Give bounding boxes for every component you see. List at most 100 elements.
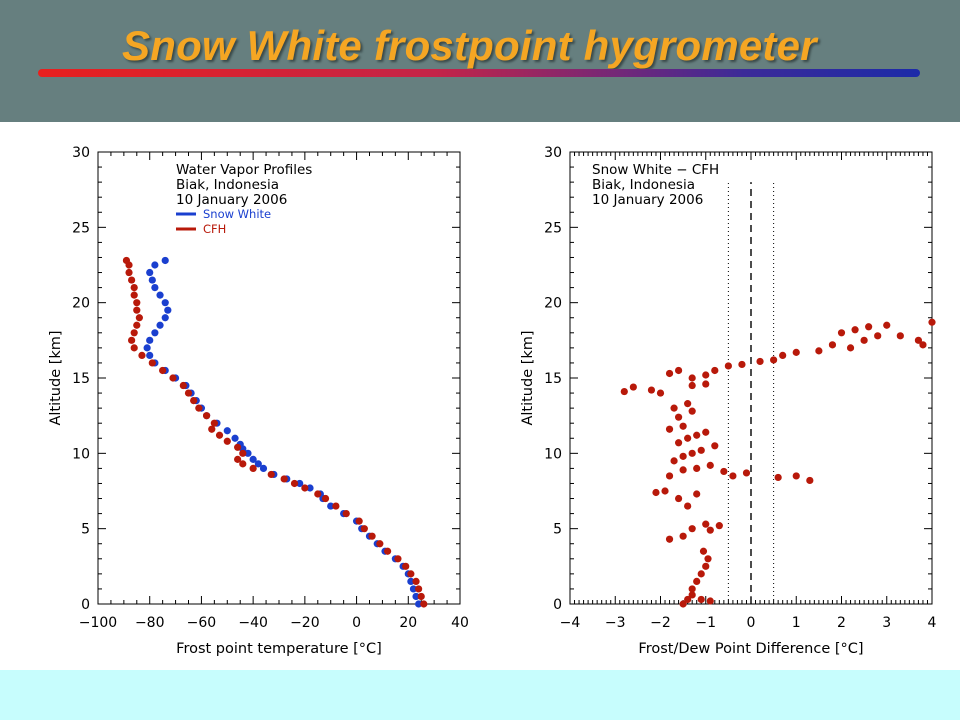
data-point — [774, 473, 782, 482]
data-point — [865, 323, 873, 331]
legend-title-line: Snow White − CFH — [592, 162, 719, 178]
data-point — [675, 366, 683, 375]
x-tick-label: −80 — [135, 615, 165, 631]
data-point — [409, 585, 418, 593]
data-point — [665, 535, 674, 543]
data-point — [706, 526, 714, 534]
data-point — [327, 502, 335, 510]
x-tick-label: −2 — [650, 615, 671, 631]
data-point — [652, 488, 660, 497]
data-point — [360, 525, 368, 533]
data-point — [704, 555, 712, 563]
data-point — [156, 321, 164, 329]
y-tick-label: 0 — [81, 597, 90, 613]
data-point — [203, 412, 211, 420]
data-point — [161, 314, 169, 322]
data-point — [244, 449, 252, 457]
data-point — [711, 442, 719, 450]
data-point — [215, 431, 224, 439]
data-point — [702, 380, 710, 388]
title-underline-bar — [38, 69, 920, 77]
data-point — [179, 381, 187, 390]
y-axis-label: Altitude [km] — [48, 330, 64, 425]
data-point — [130, 284, 138, 292]
y-axis-label: Altitude [km] — [520, 330, 536, 425]
data-point — [190, 397, 198, 405]
data-point — [146, 351, 154, 359]
data-point — [779, 351, 787, 359]
data-point — [679, 452, 687, 460]
data-point — [296, 479, 304, 488]
data-point — [415, 600, 423, 608]
water-vapor-profile-chart: −100 −80 −60 −40 −20 0 20 40 0 5 10 15 20 25 30 Frost p… — [48, 145, 469, 657]
data-point — [702, 428, 710, 436]
data-point — [684, 434, 692, 442]
data-point — [851, 326, 859, 334]
data-point — [665, 425, 674, 433]
x-tick-label: 1 — [792, 615, 801, 631]
data-point — [688, 374, 696, 382]
data-point — [670, 457, 678, 465]
data-point — [693, 577, 701, 585]
data-point — [146, 336, 154, 344]
data-point — [715, 522, 723, 530]
data-point — [151, 284, 159, 292]
data-point — [133, 299, 141, 307]
data-point — [306, 484, 314, 492]
x-tick-label: −3 — [605, 615, 626, 631]
y-tick-label: 20 — [72, 296, 90, 312]
slide-header: Snow White frostpoint hygrometer — [0, 0, 960, 122]
data-point — [697, 595, 705, 604]
data-point — [169, 374, 177, 382]
data-point — [697, 570, 705, 578]
data-point — [684, 502, 692, 510]
data-point — [815, 347, 823, 355]
data-point — [742, 469, 751, 477]
data-point — [321, 494, 330, 503]
x-tick-label: −40 — [238, 615, 268, 631]
data-point — [693, 490, 701, 498]
data-point — [928, 318, 936, 326]
data-point — [332, 502, 340, 510]
data-point — [135, 314, 143, 322]
data-point — [770, 356, 778, 364]
data-point — [688, 449, 696, 457]
data-point — [138, 351, 146, 359]
plot-frame — [97, 151, 461, 605]
data-point — [702, 371, 710, 379]
data-point — [706, 461, 714, 469]
data-point — [675, 413, 683, 421]
data-point — [679, 600, 687, 608]
y-tick-label: 0 — [553, 597, 562, 613]
data-point — [384, 547, 392, 555]
data-point — [417, 592, 425, 601]
y-tick-label: 5 — [81, 522, 90, 538]
difference-chart: −4 −3 −2 −1 0 1 2 3 4 0 5 10 15 20 25 30 Frost/Dew Point… — [520, 145, 937, 657]
data-point — [151, 261, 159, 269]
data-point — [143, 344, 151, 352]
data-point — [697, 446, 705, 454]
data-point — [874, 332, 882, 340]
data-point — [128, 336, 136, 344]
data-point — [661, 487, 669, 495]
data-point — [161, 299, 169, 307]
data-point — [702, 520, 710, 528]
data-point — [620, 387, 628, 396]
x-tick-label: 3 — [882, 615, 891, 631]
data-point — [679, 532, 687, 540]
data-point — [702, 562, 710, 570]
data-point — [223, 427, 231, 435]
y-tick-label: 5 — [553, 522, 562, 538]
data-point — [679, 422, 687, 430]
data-point — [693, 464, 701, 472]
y-tick-label: 20 — [544, 296, 562, 312]
legend-title-line: 10 January 2006 — [176, 192, 287, 208]
data-point — [267, 470, 275, 479]
data-point — [249, 455, 257, 463]
data-point — [156, 291, 164, 299]
data-point — [729, 472, 737, 480]
x-tick-label: 0 — [747, 615, 756, 631]
data-point — [376, 540, 384, 548]
data-point — [665, 472, 674, 480]
data-point — [706, 597, 714, 605]
